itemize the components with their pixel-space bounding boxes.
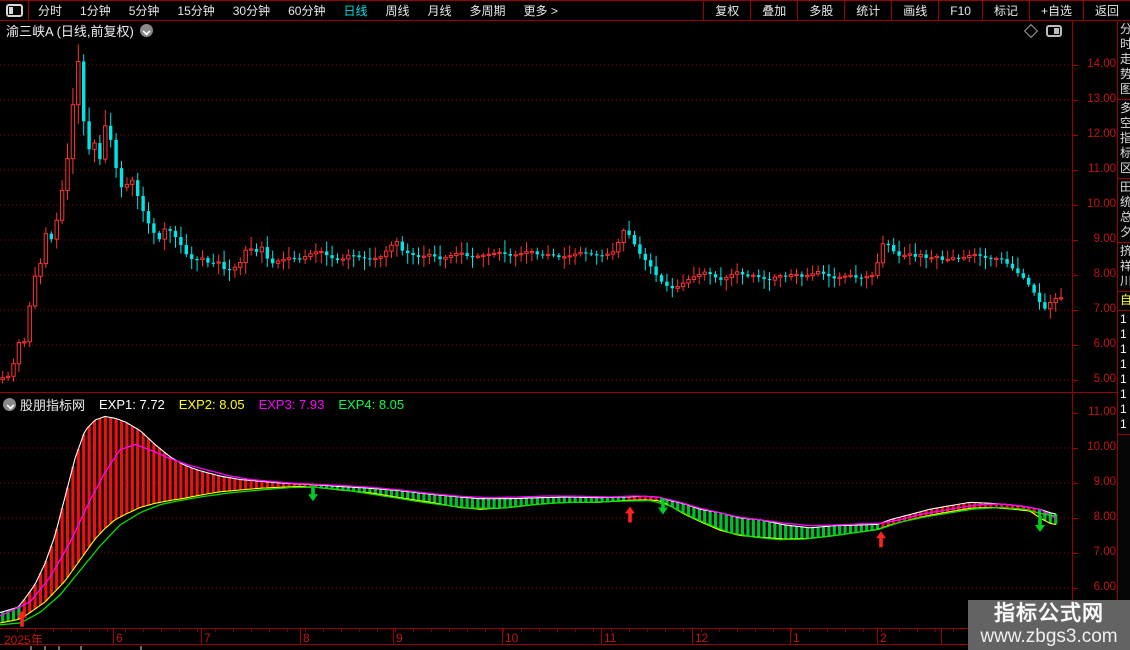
axis-label: 6.00 bbox=[1093, 581, 1116, 593]
axis-label: 7.00 bbox=[1093, 546, 1116, 558]
menu-item-日线[interactable]: 日线 bbox=[343, 4, 368, 18]
status-strip bbox=[0, 646, 1130, 650]
watermark: 指标公式网 www.zbgs3.com bbox=[968, 600, 1130, 650]
time-label: 7 bbox=[204, 631, 211, 645]
buy-arrow-icon bbox=[625, 506, 635, 523]
axis-label: 13.00 bbox=[1087, 93, 1116, 105]
sidebar-strip-section[interactable]: 分时走势图 bbox=[1118, 21, 1130, 100]
menu-item-画线[interactable]: 画线 bbox=[891, 1, 938, 20]
top-menu-bar: 分时 1分钟 5分钟 15分钟 30分钟 60分钟 日线 周线 月线 多周期 更多 > 复权 叠加 多股… bbox=[0, 0, 1130, 21]
price-axis-line bbox=[1072, 21, 1073, 645]
menu-item-分时[interactable]: 分时 bbox=[38, 4, 63, 18]
buy-arrow-icon bbox=[17, 610, 27, 627]
axis-label: 10.00 bbox=[1087, 198, 1116, 210]
time-label: 2 bbox=[880, 631, 887, 645]
chart-title-row: 渝三峡A (日线,前复权) bbox=[0, 21, 1072, 40]
chevron-down-icon[interactable] bbox=[139, 24, 153, 37]
time-label: 6 bbox=[116, 631, 123, 645]
menu-item-周线[interactable]: 周线 bbox=[385, 4, 410, 18]
panel-divider[interactable] bbox=[0, 392, 1117, 393]
time-label: 12 bbox=[695, 631, 709, 645]
menu-item-统计[interactable]: 统计 bbox=[844, 1, 891, 20]
split-pane-icon[interactable] bbox=[1046, 24, 1062, 37]
right-sidebar-strip[interactable]: 分时走势图多空指标区田统总夕挤祥川自11111111 bbox=[1117, 21, 1130, 650]
sidebar-strip-section[interactable]: 自 bbox=[1118, 292, 1130, 311]
diamond-icon[interactable] bbox=[1023, 23, 1039, 38]
axis-label: 7.00 bbox=[1093, 303, 1116, 315]
menu-item-更多 >[interactable]: 更多 > bbox=[523, 4, 558, 18]
sell-arrow-icon bbox=[308, 485, 318, 502]
divider bbox=[28, 0, 29, 21]
axis-label: 8.00 bbox=[1093, 268, 1116, 280]
buy-arrow-icon bbox=[876, 531, 886, 548]
axis-label: 9.00 bbox=[1093, 233, 1116, 245]
candlestick-chart[interactable] bbox=[0, 40, 1072, 392]
axis-label: 11.00 bbox=[1088, 163, 1116, 175]
menu-item-复权[interactable]: 复权 bbox=[703, 1, 750, 20]
axis-label: 11.00 bbox=[1088, 406, 1116, 418]
exp1-value: EXP1: 7.72 bbox=[99, 396, 165, 412]
axis-label: 10.00 bbox=[1087, 441, 1116, 453]
menu-item-1分钟[interactable]: 1分钟 bbox=[80, 4, 111, 18]
indicator-source: 股朋指标网 bbox=[20, 397, 86, 413]
indicator-header: 股朋指标网 EXP1: 7.72 EXP2: 8.05 EXP3: 7.93 EXP4… bbox=[0, 395, 418, 413]
time-label: 9 bbox=[396, 631, 403, 645]
chevron-down-icon[interactable] bbox=[3, 397, 16, 411]
sidebar-strip-section[interactable]: 多空指标区 bbox=[1118, 100, 1130, 179]
sidebar-strip-section[interactable]: 挤祥川 bbox=[1118, 243, 1130, 292]
menu-item-标记[interactable]: 标记 bbox=[981, 1, 1029, 20]
menu-item-返回[interactable]: 返回 bbox=[1082, 1, 1130, 20]
menu-item-60分钟[interactable]: 60分钟 bbox=[288, 4, 326, 18]
exp-values: EXP1: 7.72 EXP2: 8.05 EXP3: 7.93 EXP4: 8.05 bbox=[99, 397, 418, 412]
axis-label: 9.00 bbox=[1093, 476, 1116, 488]
axis-label: 12.00 bbox=[1087, 128, 1116, 140]
menu-item-5分钟[interactable]: 5分钟 bbox=[128, 4, 160, 18]
tools-menu: 复权 叠加 多股 统计 画线 F10 标记 +自选 返回 bbox=[703, 1, 1130, 20]
watermark-url: www.zbgs3.com bbox=[980, 626, 1118, 647]
sidebar-toggle-icon[interactable] bbox=[6, 4, 23, 17]
axis-label: 5.00 bbox=[1093, 373, 1116, 385]
menu-item-F10[interactable]: F10 bbox=[938, 1, 982, 20]
menu-item-+自选[interactable]: +自选 bbox=[1028, 1, 1083, 20]
time-label: 11 bbox=[604, 631, 617, 645]
time-label: 1 bbox=[793, 631, 800, 645]
menu-item-15分钟[interactable]: 15分钟 bbox=[177, 4, 215, 18]
menu-item-多股[interactable]: 多股 bbox=[797, 1, 844, 20]
sell-arrow-icon bbox=[658, 498, 668, 515]
exp4-value: EXP4: 8.05 bbox=[338, 396, 405, 412]
period-menu: 分时 1分钟 5分钟 15分钟 30分钟 60分钟 日线 周线 月线 多周期 更多 > bbox=[29, 1, 567, 20]
menu-item-叠加[interactable]: 叠加 bbox=[750, 1, 797, 20]
menu-item-30分钟[interactable]: 30分钟 bbox=[232, 4, 271, 18]
menu-item-多周期[interactable]: 多周期 bbox=[469, 4, 506, 18]
sell-arrow-icon bbox=[1035, 516, 1045, 532]
time-label: 2025年 bbox=[4, 633, 43, 647]
menu-item-月线[interactable]: 月线 bbox=[427, 4, 452, 18]
time-label: 8 bbox=[303, 631, 310, 645]
band-indicator-chart[interactable] bbox=[0, 415, 1072, 628]
watermark-title: 指标公式网 bbox=[994, 602, 1104, 625]
stock-title: 渝三峡A (日线,前复权) bbox=[6, 24, 134, 39]
time-label: 10 bbox=[505, 631, 519, 645]
sidebar-strip-section[interactable]: 田统总夕 bbox=[1118, 179, 1130, 243]
exp2-value: EXP2: 8.05 bbox=[178, 396, 245, 412]
axis-label: 6.00 bbox=[1093, 338, 1116, 350]
time-axis[interactable]: 2025年 6 7 8 9 10 11 12 1 2 bbox=[0, 628, 1130, 647]
exp3-value: EXP3: 7.93 bbox=[258, 396, 325, 412]
axis-label: 14.00 bbox=[1087, 58, 1116, 70]
axis-label: 8.00 bbox=[1093, 511, 1116, 523]
